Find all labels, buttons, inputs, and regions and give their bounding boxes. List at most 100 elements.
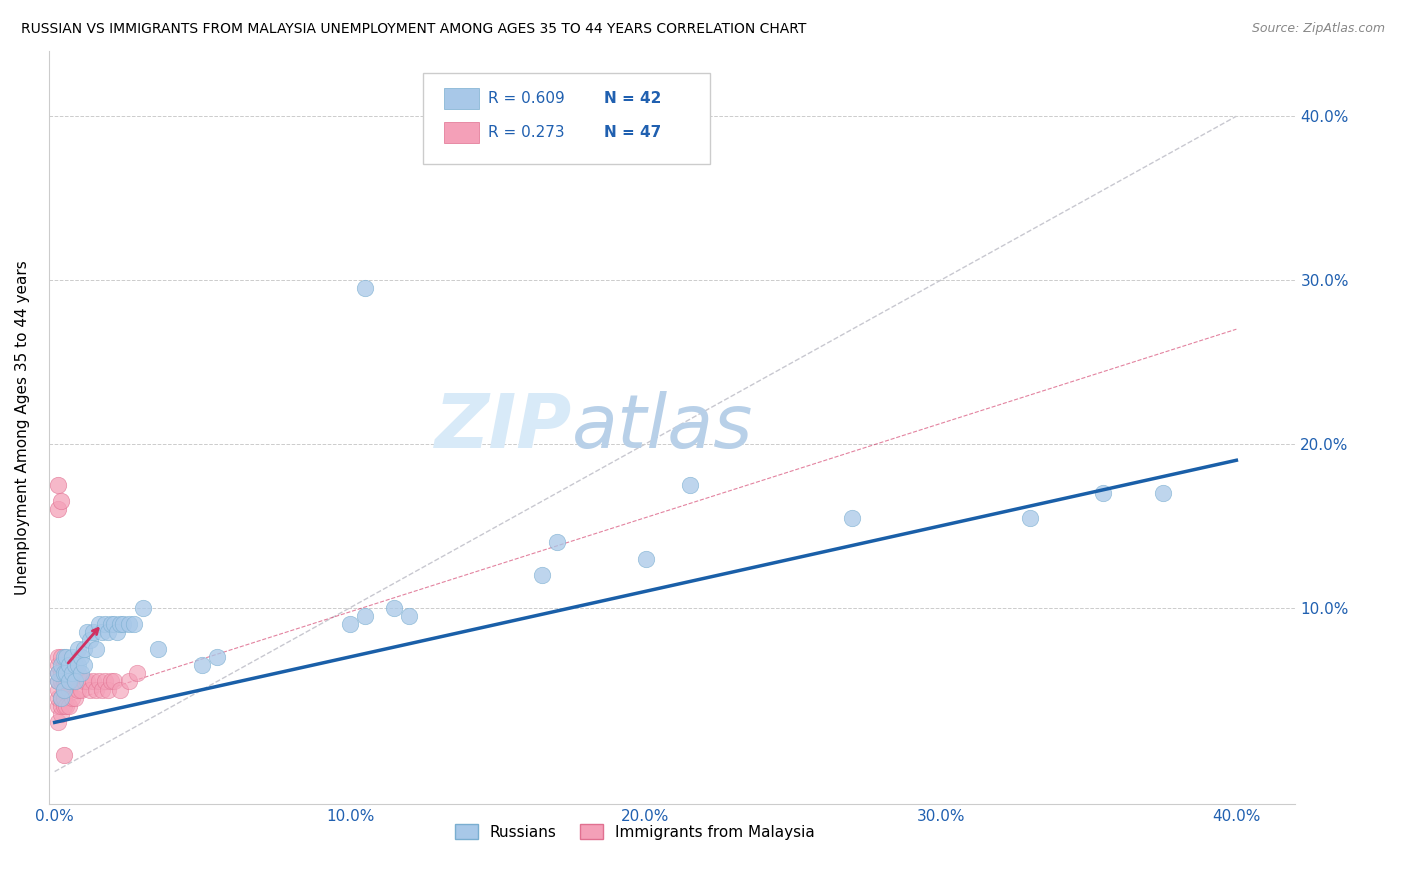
Point: [634, 551, 657, 566]
Point: [55, 666, 77, 681]
Point: [70, 649, 93, 664]
Text: Source: ZipAtlas.com: Source: ZipAtlas.com: [1251, 22, 1385, 36]
Point: [49, 494, 72, 508]
Point: [108, 682, 131, 697]
Point: [52, 698, 75, 713]
Point: [65, 690, 87, 705]
Point: [46, 649, 69, 664]
Point: [73, 658, 96, 673]
Bar: [444, 88, 479, 110]
Point: [60, 649, 83, 664]
Bar: [444, 121, 479, 143]
Point: [46, 478, 69, 492]
Point: [67, 641, 90, 656]
Point: [1092, 486, 1115, 500]
Point: [127, 666, 149, 681]
Point: [117, 617, 139, 632]
Point: [87, 674, 110, 689]
Point: [111, 617, 134, 632]
Point: [65, 674, 87, 689]
Point: [67, 682, 90, 697]
Text: atlas: atlas: [572, 392, 754, 464]
Point: [60, 674, 83, 689]
Point: [105, 625, 128, 640]
Point: [58, 658, 80, 673]
Point: [124, 617, 146, 632]
Point: [58, 674, 80, 689]
Point: [65, 658, 87, 673]
Point: [52, 690, 75, 705]
Text: ZIP: ZIP: [434, 391, 572, 464]
Point: [52, 748, 75, 763]
Point: [49, 690, 72, 705]
Point: [49, 690, 72, 705]
Point: [46, 674, 69, 689]
Point: [46, 666, 69, 681]
Point: [52, 682, 75, 697]
Point: [60, 666, 83, 681]
Point: [55, 649, 77, 664]
Point: [70, 682, 93, 697]
Point: [384, 600, 406, 615]
Point: [46, 502, 69, 516]
Point: [55, 658, 77, 673]
Point: [46, 674, 69, 689]
Point: [76, 674, 98, 689]
Point: [46, 698, 69, 713]
Point: [52, 666, 75, 681]
Point: [79, 633, 101, 648]
Point: [108, 617, 131, 632]
Point: [49, 666, 72, 681]
Point: [90, 682, 112, 697]
Point: [52, 682, 75, 697]
Point: [531, 568, 554, 582]
Point: [58, 698, 80, 713]
Point: [339, 617, 361, 632]
Point: [70, 666, 93, 681]
Point: [58, 666, 80, 681]
Text: R = 0.273: R = 0.273: [488, 125, 564, 139]
Point: [117, 674, 139, 689]
Point: [55, 682, 77, 697]
Point: [97, 625, 120, 640]
Point: [1018, 510, 1040, 524]
Point: [73, 641, 96, 656]
Point: [146, 641, 169, 656]
Point: [205, 649, 228, 664]
Point: [103, 617, 125, 632]
Point: [132, 600, 155, 615]
Point: [49, 674, 72, 689]
Point: [58, 682, 80, 697]
Point: [100, 674, 122, 689]
Point: [46, 690, 69, 705]
Point: [103, 674, 125, 689]
Point: [398, 608, 420, 623]
Point: [65, 674, 87, 689]
Point: [84, 641, 107, 656]
Point: [49, 707, 72, 722]
Legend: Russians, Immigrants from Malaysia: Russians, Immigrants from Malaysia: [449, 818, 821, 846]
Point: [97, 682, 120, 697]
Point: [354, 281, 377, 295]
Point: [82, 625, 104, 640]
Point: [60, 690, 83, 705]
Point: [49, 658, 72, 673]
Point: [52, 658, 75, 673]
Point: [94, 674, 117, 689]
Point: [52, 674, 75, 689]
Point: [1152, 486, 1174, 500]
Point: [46, 715, 69, 730]
Point: [67, 658, 90, 673]
Point: [94, 617, 117, 632]
Point: [49, 698, 72, 713]
Text: N = 47: N = 47: [603, 125, 661, 139]
Point: [73, 674, 96, 689]
Text: RUSSIAN VS IMMIGRANTS FROM MALAYSIA UNEMPLOYMENT AMONG AGES 35 TO 44 YEARS CORRE: RUSSIAN VS IMMIGRANTS FROM MALAYSIA UNEM…: [21, 22, 807, 37]
Point: [354, 608, 377, 623]
Point: [46, 682, 69, 697]
Point: [46, 666, 69, 681]
Text: R = 0.609: R = 0.609: [488, 91, 564, 106]
Point: [90, 625, 112, 640]
Point: [46, 658, 69, 673]
Point: [76, 625, 98, 640]
